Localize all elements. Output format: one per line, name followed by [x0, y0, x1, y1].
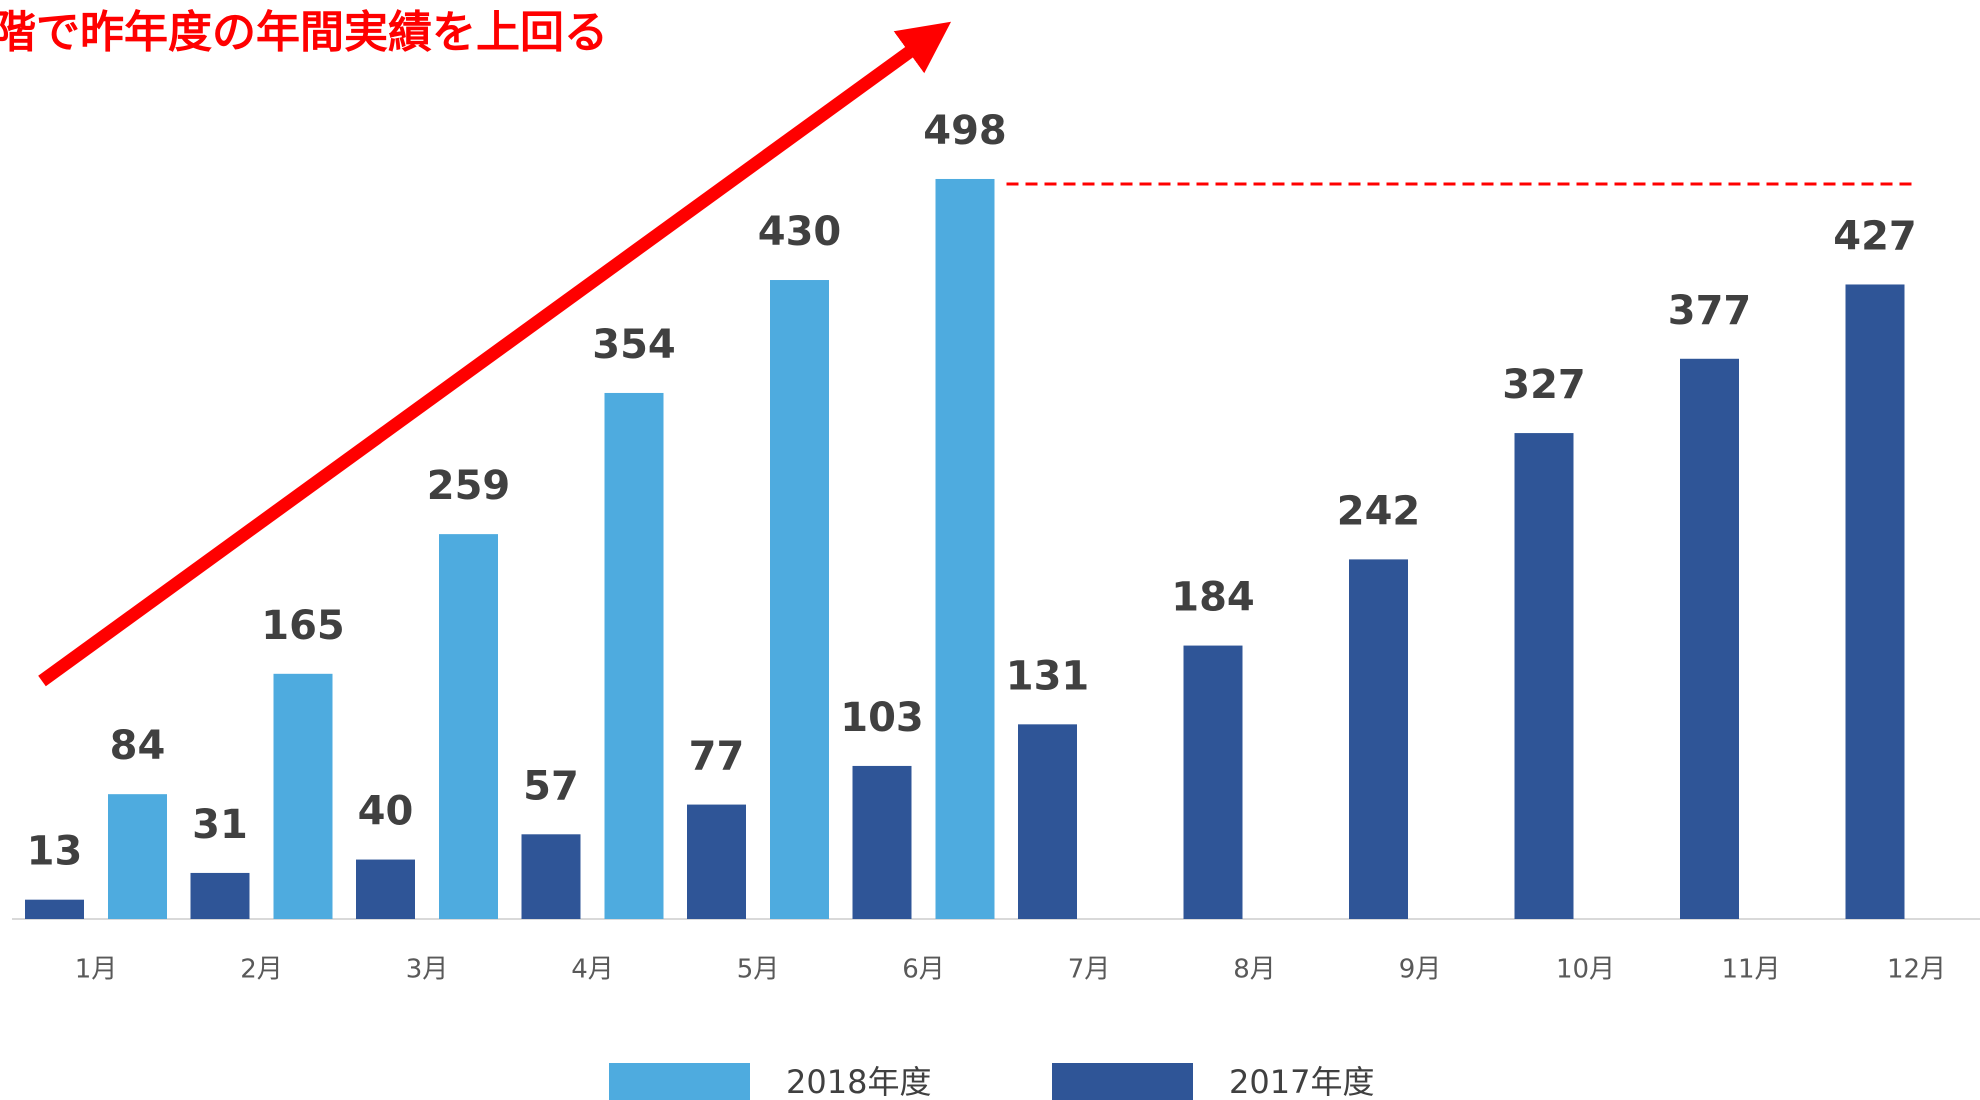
value-label: 427 — [1833, 213, 1917, 259]
bar — [273, 673, 333, 919]
x-tick-label: 3月 — [406, 955, 449, 985]
x-tick-label: 11月 — [1721, 955, 1780, 985]
value-label: 327 — [1502, 362, 1586, 408]
value-label: 242 — [1337, 488, 1421, 534]
value-label: 377 — [1668, 288, 1752, 334]
bar — [1845, 284, 1905, 919]
x-tick-label: 8月 — [1233, 955, 1276, 985]
x-tick-label: 10月 — [1556, 955, 1615, 985]
value-label: 354 — [592, 322, 676, 368]
x-tick-label: 1月 — [75, 955, 118, 985]
x-tick-label: 2月 — [240, 955, 283, 985]
value-label: 165 — [261, 603, 345, 649]
value-label: 131 — [1006, 653, 1090, 699]
legend-label: 2017年度 — [1229, 1063, 1374, 1100]
bar — [935, 178, 995, 920]
x-tick-label: 7月 — [1068, 955, 1111, 985]
bar — [1514, 433, 1574, 919]
x-tick-label: 12月 — [1887, 955, 1946, 985]
bar — [190, 872, 250, 919]
bar — [1349, 559, 1408, 919]
bar — [1183, 645, 1243, 919]
value-label: 77 — [689, 734, 745, 780]
bar — [356, 859, 415, 919]
value-label: 430 — [758, 209, 842, 255]
bar — [604, 392, 664, 919]
bar — [1680, 358, 1739, 919]
trend-arrow — [38, 21, 952, 687]
bar — [108, 794, 167, 919]
annotation: 階で昨年度の年間実績を上回る — [0, 7, 608, 58]
legend-swatch — [609, 1063, 750, 1100]
bar — [521, 834, 581, 919]
bar — [852, 765, 912, 919]
bar — [25, 899, 84, 919]
bar — [439, 534, 498, 919]
x-tick-label: 5月 — [737, 955, 780, 985]
value-label: 84 — [110, 723, 166, 769]
value-label: 184 — [1171, 575, 1255, 621]
value-label: 40 — [358, 789, 414, 835]
value-label: 259 — [427, 463, 511, 509]
value-label: 103 — [840, 695, 924, 741]
bar — [770, 280, 829, 919]
bar — [1018, 724, 1077, 919]
value-label: 13 — [27, 829, 83, 875]
x-tick-label: 9月 — [1399, 955, 1442, 985]
x-tick-label: 6月 — [902, 955, 945, 985]
value-label: 31 — [192, 802, 248, 848]
value-label: 498 — [923, 108, 1007, 154]
legend-swatch — [1052, 1063, 1193, 1100]
value-label: 57 — [523, 763, 579, 809]
bar — [687, 804, 746, 919]
x-tick-label: 4月 — [571, 955, 614, 985]
legend-label: 2018年度 — [786, 1063, 931, 1100]
